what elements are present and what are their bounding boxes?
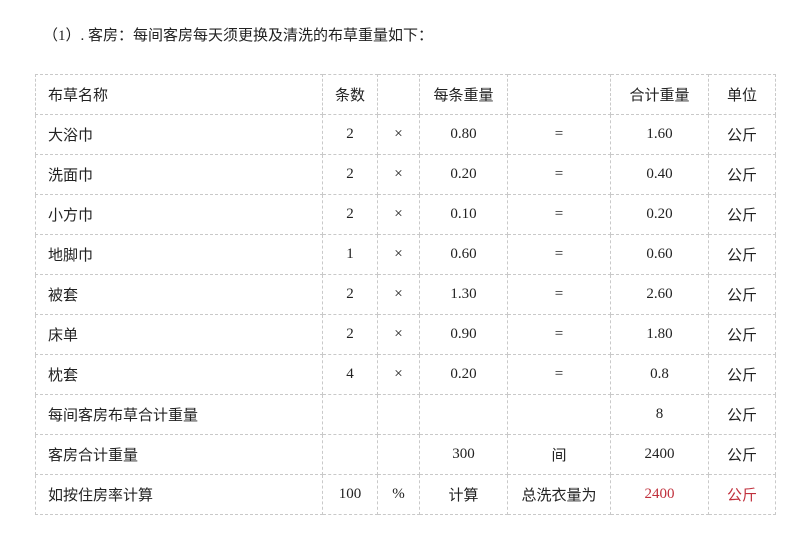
column-header-operator-2 — [507, 74, 611, 115]
cell-unit: 公斤 — [708, 314, 776, 355]
cell-unit: 公斤 — [708, 114, 776, 155]
table-row: 小方巾 2 × 0.10 = 0.20 公斤 — [35, 194, 776, 235]
cell-linen-name: 客房合计重量 — [35, 434, 323, 475]
cell-equals-sign: = — [507, 354, 611, 395]
column-header-count: 条数 — [322, 74, 378, 115]
cell-unit: 公斤 — [708, 194, 776, 235]
cell-total-weight: 0.8 — [610, 354, 709, 395]
cell-total-weight: 8 — [610, 394, 709, 435]
cell-linen-name: 被套 — [35, 274, 323, 315]
cell-equals-sign — [507, 394, 611, 435]
cell-multiply-sign: × — [377, 274, 420, 315]
cell-count: 2 — [322, 274, 378, 315]
cell-count — [322, 434, 378, 475]
table-row: 大浴巾 2 × 0.80 = 1.60 公斤 — [35, 114, 776, 155]
cell-unit: 公斤 — [708, 154, 776, 195]
cell-count — [322, 394, 378, 435]
column-header-unit-weight: 每条重量 — [419, 74, 508, 115]
cell-multiply-sign — [377, 394, 420, 435]
cell-equals-sign: = — [507, 234, 611, 275]
table-row: 地脚巾 1 × 0.60 = 0.60 公斤 — [35, 234, 776, 275]
cell-unit-highlight: 公斤 — [708, 474, 776, 515]
cell-equals-sign: = — [507, 154, 611, 195]
cell-linen-name: 大浴巾 — [35, 114, 323, 155]
linen-weight-table: 布草名称 条数 每条重量 合计重量 单位 大浴巾 2 × 0.80 = 1.60… — [35, 74, 776, 515]
cell-multiply-sign: × — [377, 154, 420, 195]
column-header-unit: 单位 — [708, 74, 776, 115]
cell-multiply-sign: × — [377, 354, 420, 395]
cell-unit-weight: 0.10 — [419, 194, 508, 235]
cell-linen-name: 每间客房布草合计重量 — [35, 394, 323, 435]
cell-room-count: 300 — [419, 434, 508, 475]
cell-total-weight: 0.60 — [610, 234, 709, 275]
cell-multiply-sign — [377, 434, 420, 475]
cell-total-weight: 0.40 — [610, 154, 709, 195]
cell-unit-weight: 1.30 — [419, 274, 508, 315]
cell-calc-label: 计算 — [419, 474, 508, 515]
cell-equals-sign: = — [507, 114, 611, 155]
cell-total-weight-highlight: 2400 — [610, 474, 709, 515]
cell-unit: 公斤 — [708, 234, 776, 275]
cell-unit-weight: 0.60 — [419, 234, 508, 275]
cell-unit: 公斤 — [708, 394, 776, 435]
cell-linen-name: 如按住房率计算 — [35, 474, 323, 515]
cell-total-weight: 1.60 — [610, 114, 709, 155]
cell-multiply-sign: × — [377, 194, 420, 235]
table-row: 枕套 4 × 0.20 = 0.8 公斤 — [35, 354, 776, 395]
table-row-room-total: 每间客房布草合计重量 8 公斤 — [35, 394, 776, 435]
cell-multiply-sign: × — [377, 234, 420, 275]
cell-unit-weight: 0.20 — [419, 354, 508, 395]
cell-linen-name: 洗面巾 — [35, 154, 323, 195]
cell-equals-sign: = — [507, 194, 611, 235]
cell-percent-sign: % — [377, 474, 420, 515]
cell-room-unit: 间 — [507, 434, 611, 475]
cell-unit-weight: 0.80 — [419, 114, 508, 155]
column-header-linen-name: 布草名称 — [35, 74, 323, 115]
cell-equals-sign: = — [507, 314, 611, 355]
cell-count: 1 — [322, 234, 378, 275]
cell-linen-name: 小方巾 — [35, 194, 323, 235]
cell-unit: 公斤 — [708, 274, 776, 315]
cell-unit-weight — [419, 394, 508, 435]
cell-total-weight: 0.20 — [610, 194, 709, 235]
table-row: 床单 2 × 0.90 = 1.80 公斤 — [35, 314, 776, 355]
cell-equals-sign: = — [507, 274, 611, 315]
cell-count: 2 — [322, 154, 378, 195]
cell-unit: 公斤 — [708, 434, 776, 475]
page-title: （1）. 客房：每间客房每天须更换及清洗的布草重量如下： — [43, 28, 434, 44]
cell-count: 2 — [322, 194, 378, 235]
cell-laundry-total-label: 总洗衣量为 — [507, 474, 611, 515]
cell-total-weight: 2.60 — [610, 274, 709, 315]
table-header-row: 布草名称 条数 每条重量 合计重量 单位 — [35, 74, 776, 115]
cell-multiply-sign: × — [377, 314, 420, 355]
cell-total-weight: 2400 — [610, 434, 709, 475]
table-row: 被套 2 × 1.30 = 2.60 公斤 — [35, 274, 776, 315]
cell-count: 2 — [322, 114, 378, 155]
cell-linen-name: 地脚巾 — [35, 234, 323, 275]
cell-linen-name: 枕套 — [35, 354, 323, 395]
table-row-hotel-total: 客房合计重量 300 间 2400 公斤 — [35, 434, 776, 475]
column-header-operator-1 — [377, 74, 420, 115]
cell-unit: 公斤 — [708, 354, 776, 395]
cell-count: 4 — [322, 354, 378, 395]
cell-unit-weight: 0.20 — [419, 154, 508, 195]
cell-linen-name: 床单 — [35, 314, 323, 355]
cell-multiply-sign: × — [377, 114, 420, 155]
column-header-total-weight: 合计重量 — [610, 74, 709, 115]
table-row-occupancy: 如按住房率计算 100 % 计算 总洗衣量为 2400 公斤 — [35, 474, 776, 515]
cell-total-weight: 1.80 — [610, 314, 709, 355]
table-row: 洗面巾 2 × 0.20 = 0.40 公斤 — [35, 154, 776, 195]
cell-count: 2 — [322, 314, 378, 355]
cell-unit-weight: 0.90 — [419, 314, 508, 355]
cell-occupancy-rate: 100 — [322, 474, 378, 515]
